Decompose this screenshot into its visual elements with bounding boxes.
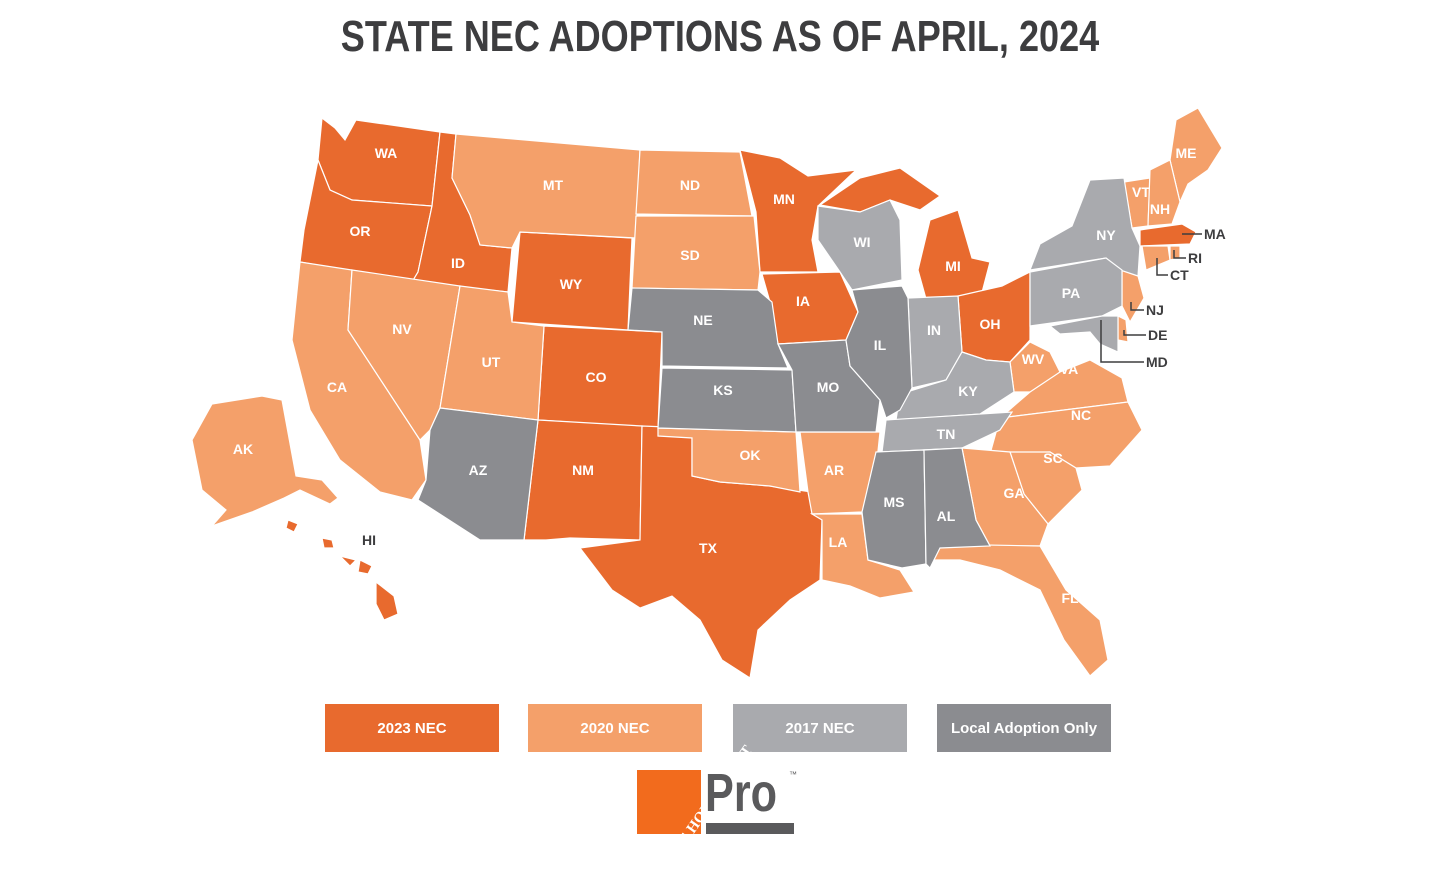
legend-2023-nec: 2023 NEC — [325, 704, 499, 752]
state-IL[interactable] — [845, 285, 913, 419]
legend-2020-label: 2020 NEC — [580, 719, 650, 737]
legend-2017-label: 2017 NEC — [785, 719, 855, 737]
label-MN: MN — [773, 191, 795, 207]
label-WA: WA — [375, 145, 398, 161]
state-NM[interactable] — [523, 419, 643, 541]
label-CT: CT — [1170, 267, 1189, 283]
label-MA: MA — [1204, 226, 1226, 242]
label-AK: AK — [233, 441, 253, 457]
label-TN: TN — [937, 426, 956, 442]
state-WI[interactable] — [817, 199, 903, 291]
legend-2023-label: 2023 NEC — [377, 719, 447, 737]
label-RI: RI — [1188, 250, 1202, 266]
label-WY: WY — [560, 276, 583, 292]
label-KS: KS — [713, 382, 732, 398]
label-ND: ND — [680, 177, 700, 193]
label-NV: NV — [392, 321, 412, 337]
pro-underline-bar — [706, 823, 794, 834]
label-OK: OK — [740, 447, 761, 463]
state-MA[interactable] — [1139, 223, 1197, 247]
state-PA[interactable] — [1029, 257, 1123, 327]
label-MO: MO — [817, 379, 840, 395]
label-OH: OH — [980, 316, 1001, 332]
state-FL[interactable] — [929, 543, 1109, 677]
state-CT[interactable] — [1141, 245, 1171, 271]
label-ID: ID — [451, 255, 465, 271]
state-MN[interactable] — [739, 149, 858, 273]
label-VA: VA — [1060, 361, 1078, 377]
state-AK[interactable] — [191, 395, 339, 528]
label-AZ: AZ — [469, 462, 488, 478]
state-OK[interactable] — [657, 427, 801, 493]
legend-local-label: Local Adoption Only — [950, 719, 1098, 737]
label-OR: OR — [350, 223, 371, 239]
label-NC: NC — [1071, 407, 1091, 423]
label-MS: MS — [884, 494, 905, 510]
legend-2017-nec: 2017 NEC — [733, 704, 907, 752]
label-CO: CO — [586, 369, 607, 385]
state-NE[interactable] — [627, 287, 789, 369]
label-IN: IN — [927, 322, 941, 338]
state-AL[interactable] — [923, 447, 991, 570]
label-NE: NE — [693, 312, 712, 328]
state-NH[interactable] — [1147, 159, 1181, 227]
label-FL: FL — [1061, 590, 1079, 606]
label-UT: UT — [482, 354, 501, 370]
label-CA: CA — [327, 379, 347, 395]
state-SD[interactable] — [631, 215, 761, 291]
label-SD: SD — [680, 247, 699, 263]
label-AR: AR — [824, 462, 844, 478]
label-WI: WI — [853, 234, 870, 250]
label-VT: VT — [1132, 184, 1150, 200]
label-NH: NH — [1150, 201, 1170, 217]
label-IL: IL — [874, 337, 887, 353]
label-NM: NM — [572, 462, 594, 478]
state-TN[interactable] — [881, 411, 1014, 453]
label-ME: ME — [1176, 145, 1197, 161]
label-AL: AL — [937, 508, 956, 524]
label-KY: KY — [958, 383, 978, 399]
label-SC: SC — [1043, 450, 1062, 466]
label-IA: IA — [796, 293, 810, 309]
label-MI: MI — [945, 258, 961, 274]
label-HI: HI — [362, 532, 376, 548]
pro-wordmark: Pro — [705, 763, 778, 823]
legend-2020-nec: 2020 NEC — [528, 704, 702, 752]
state-NJ[interactable] — [1121, 269, 1145, 324]
label-MD: MD — [1146, 354, 1168, 370]
state-HI[interactable] — [285, 519, 399, 621]
label-GA: GA — [1004, 485, 1025, 501]
trademark: ™ — [789, 770, 797, 779]
state-KS[interactable] — [657, 367, 797, 433]
legend-local-adoption: Local Adoption Only — [937, 704, 1111, 752]
map-title: STATE NEC ADOPTIONS AS OF APRIL, 2024 — [340, 12, 1100, 61]
label-PA: PA — [1062, 285, 1080, 301]
label-WV: WV — [1022, 351, 1045, 367]
home-depot-logo-box: THE HOME DEPOT — [637, 743, 756, 865]
state-NY[interactable] — [1029, 177, 1141, 277]
label-NJ: NJ — [1146, 302, 1164, 318]
label-LA: LA — [829, 534, 848, 550]
label-NY: NY — [1096, 227, 1116, 243]
state-AZ[interactable] — [417, 407, 539, 541]
state-DE[interactable] — [1117, 315, 1129, 343]
label-DE: DE — [1148, 327, 1167, 343]
label-MT: MT — [543, 177, 564, 193]
label-TX: TX — [699, 540, 718, 556]
